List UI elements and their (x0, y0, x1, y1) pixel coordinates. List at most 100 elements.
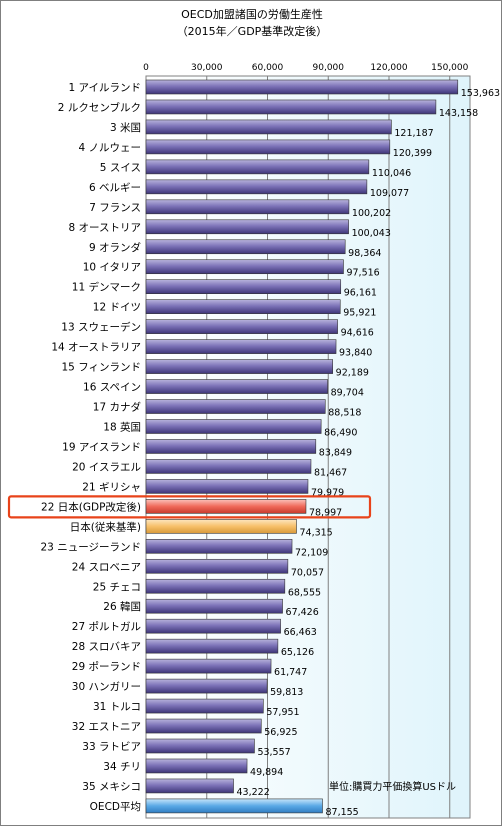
bar (145, 758, 248, 774)
category-label: 26 韓国 (103, 601, 141, 613)
category-label: 11 デンマーク (72, 281, 141, 294)
data-label: 86,490 (324, 427, 357, 438)
bar (145, 519, 297, 534)
category-label: 25 チェコ (93, 581, 141, 593)
category-label: 30 ハンガリー (72, 681, 141, 693)
category-label: 10 イタリア (83, 262, 141, 274)
category-label: 6 ベルギー (89, 182, 141, 194)
category-label: 15 フィンランド (62, 362, 142, 374)
data-label: 49,894 (250, 767, 283, 778)
bar (145, 239, 346, 255)
bar (145, 738, 255, 754)
category-label: 14 オーストラリア (51, 342, 141, 354)
data-label: 56,925 (264, 727, 297, 738)
category-label: 3 米国 (110, 121, 141, 134)
data-label: 89,704 (331, 388, 364, 399)
category-label: 13 スウェーデン (61, 321, 141, 334)
category-label: 17 カナダ (93, 401, 142, 414)
bar (145, 319, 338, 334)
data-label: 81,467 (314, 467, 347, 478)
data-label: 53,557 (257, 747, 290, 758)
category-label: 19 アイスランド (62, 441, 141, 453)
category-label: 20 イスラエル (72, 461, 141, 473)
data-label: 92,189 (336, 368, 369, 379)
bar (145, 419, 322, 434)
category-label: 18 英国 (103, 420, 141, 433)
highlight-box (7, 495, 372, 519)
category-label: 31 トルコ (93, 701, 141, 713)
data-label: 100,202 (352, 208, 391, 219)
bar (145, 718, 262, 734)
bar (145, 299, 341, 314)
unit-note: 単位:購買力平価換算USドル (329, 780, 456, 793)
bar (145, 179, 368, 195)
data-label: 83,849 (319, 447, 352, 458)
bar (145, 698, 264, 714)
category-label: 16 スペイン (83, 382, 141, 394)
data-label: 65,126 (281, 647, 314, 658)
data-label: 110,046 (372, 168, 411, 179)
x-tick-label: 120,000 (370, 63, 407, 73)
bar (145, 558, 289, 574)
category-label: 12 ドイツ (93, 302, 141, 314)
category-label: 5 スイス (100, 162, 141, 174)
category-label: 32 エストニア (72, 721, 141, 733)
bar (145, 359, 333, 374)
x-tick-label: 0 (143, 63, 149, 73)
bar (145, 139, 391, 155)
category-label: 1 アイルランド (69, 82, 142, 94)
data-label: 87,155 (325, 807, 358, 818)
data-label: 72,109 (295, 547, 328, 558)
bar (145, 638, 279, 654)
data-label: 143,158 (439, 108, 478, 119)
data-label: 120,399 (393, 148, 432, 159)
data-label: 70,057 (291, 567, 324, 578)
data-label: 88,518 (328, 408, 361, 419)
bar (145, 499, 307, 514)
bar (145, 598, 283, 614)
bar (145, 119, 392, 135)
category-label: 24 スロベニア (72, 561, 141, 573)
data-label: 57,951 (266, 707, 299, 718)
bar (145, 279, 342, 295)
data-label: 94,616 (341, 328, 374, 339)
category-label: 33 ラトビア (82, 741, 141, 753)
x-tick-label: 90,000 (313, 63, 345, 73)
bar (145, 658, 272, 674)
category-label: 27 ポルトガル (72, 621, 141, 633)
data-label: 61,747 (274, 667, 307, 678)
bar (145, 459, 312, 474)
chart-title: OECD加盟諸国の労働生産性 (181, 8, 323, 21)
data-label: 59,813 (270, 687, 303, 698)
bar (145, 678, 268, 694)
category-label: OECD平均 (90, 801, 141, 813)
data-label: 93,840 (339, 348, 372, 359)
category-label: 22 日本(GDP改定後) (41, 500, 141, 513)
bar (145, 259, 344, 275)
category-label: 35 メキシコ (82, 781, 141, 793)
bar (145, 439, 317, 454)
bar (145, 99, 437, 115)
data-label: 79,979 (311, 487, 344, 498)
category-label: 23 ニュージーランド (41, 541, 142, 553)
x-tick-label: 30,000 (191, 63, 223, 73)
data-label: 66,463 (284, 627, 317, 638)
bar (145, 778, 234, 794)
bar (145, 219, 349, 235)
data-label: 97,516 (346, 268, 379, 279)
bar (145, 79, 459, 95)
data-label: 68,555 (288, 587, 321, 598)
data-label: 96,161 (344, 288, 377, 299)
data-label: 100,043 (352, 228, 391, 239)
data-label: 98,364 (348, 248, 381, 259)
bar (145, 339, 337, 354)
category-label: 34 チリ (103, 761, 141, 773)
category-label: 2 ルクセンブルク (58, 101, 141, 114)
data-label: 78,997 (309, 507, 342, 518)
data-label: 67,426 (286, 607, 319, 618)
category-label: 日本(従来基準) (70, 520, 141, 533)
data-label: 74,315 (299, 527, 332, 538)
data-label: 121,187 (394, 128, 433, 139)
bar (145, 379, 328, 394)
